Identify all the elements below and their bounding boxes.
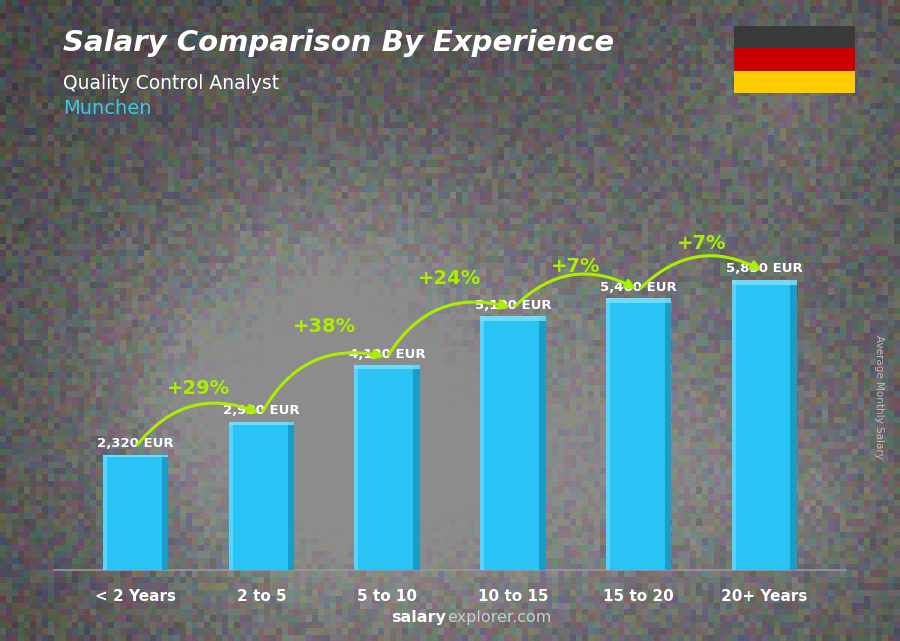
- Bar: [539, 316, 545, 570]
- Text: +29%: +29%: [167, 379, 230, 397]
- Bar: [481, 316, 545, 570]
- Bar: [606, 298, 671, 570]
- Bar: [734, 48, 855, 71]
- Bar: [229, 422, 294, 424]
- Text: 2,320 EUR: 2,320 EUR: [97, 437, 174, 451]
- Bar: [355, 365, 358, 570]
- Bar: [288, 422, 294, 570]
- Bar: [355, 365, 419, 570]
- Bar: [732, 280, 797, 570]
- Bar: [665, 298, 671, 570]
- Bar: [481, 316, 545, 320]
- Text: 2,980 EUR: 2,980 EUR: [223, 404, 300, 417]
- Bar: [103, 455, 168, 457]
- Text: Salary Comparison By Experience: Salary Comparison By Experience: [63, 29, 614, 57]
- Text: Average Monthly Salary: Average Monthly Salary: [874, 335, 884, 460]
- Text: salary: salary: [392, 610, 446, 625]
- Text: Munchen: Munchen: [63, 99, 151, 119]
- Bar: [732, 280, 735, 570]
- Bar: [355, 365, 419, 369]
- Text: 5,460 EUR: 5,460 EUR: [600, 281, 677, 294]
- Text: +7%: +7%: [551, 257, 600, 276]
- Bar: [790, 280, 797, 570]
- Text: 5,830 EUR: 5,830 EUR: [726, 262, 803, 276]
- Bar: [734, 26, 855, 48]
- Bar: [103, 455, 107, 570]
- Bar: [162, 455, 168, 570]
- Text: 4,120 EUR: 4,120 EUR: [349, 347, 426, 361]
- Text: +24%: +24%: [418, 269, 482, 288]
- Bar: [103, 455, 168, 570]
- Text: explorer.com: explorer.com: [447, 610, 552, 625]
- Bar: [606, 298, 671, 303]
- Text: 5,100 EUR: 5,100 EUR: [474, 299, 551, 312]
- Bar: [229, 422, 233, 570]
- Bar: [732, 280, 797, 285]
- Text: Quality Control Analyst: Quality Control Analyst: [63, 74, 279, 93]
- Bar: [606, 298, 610, 570]
- Bar: [734, 71, 855, 93]
- Text: +38%: +38%: [292, 317, 356, 336]
- Text: +7%: +7%: [677, 235, 726, 253]
- Bar: [229, 422, 294, 570]
- Bar: [481, 316, 484, 570]
- Bar: [413, 365, 419, 570]
